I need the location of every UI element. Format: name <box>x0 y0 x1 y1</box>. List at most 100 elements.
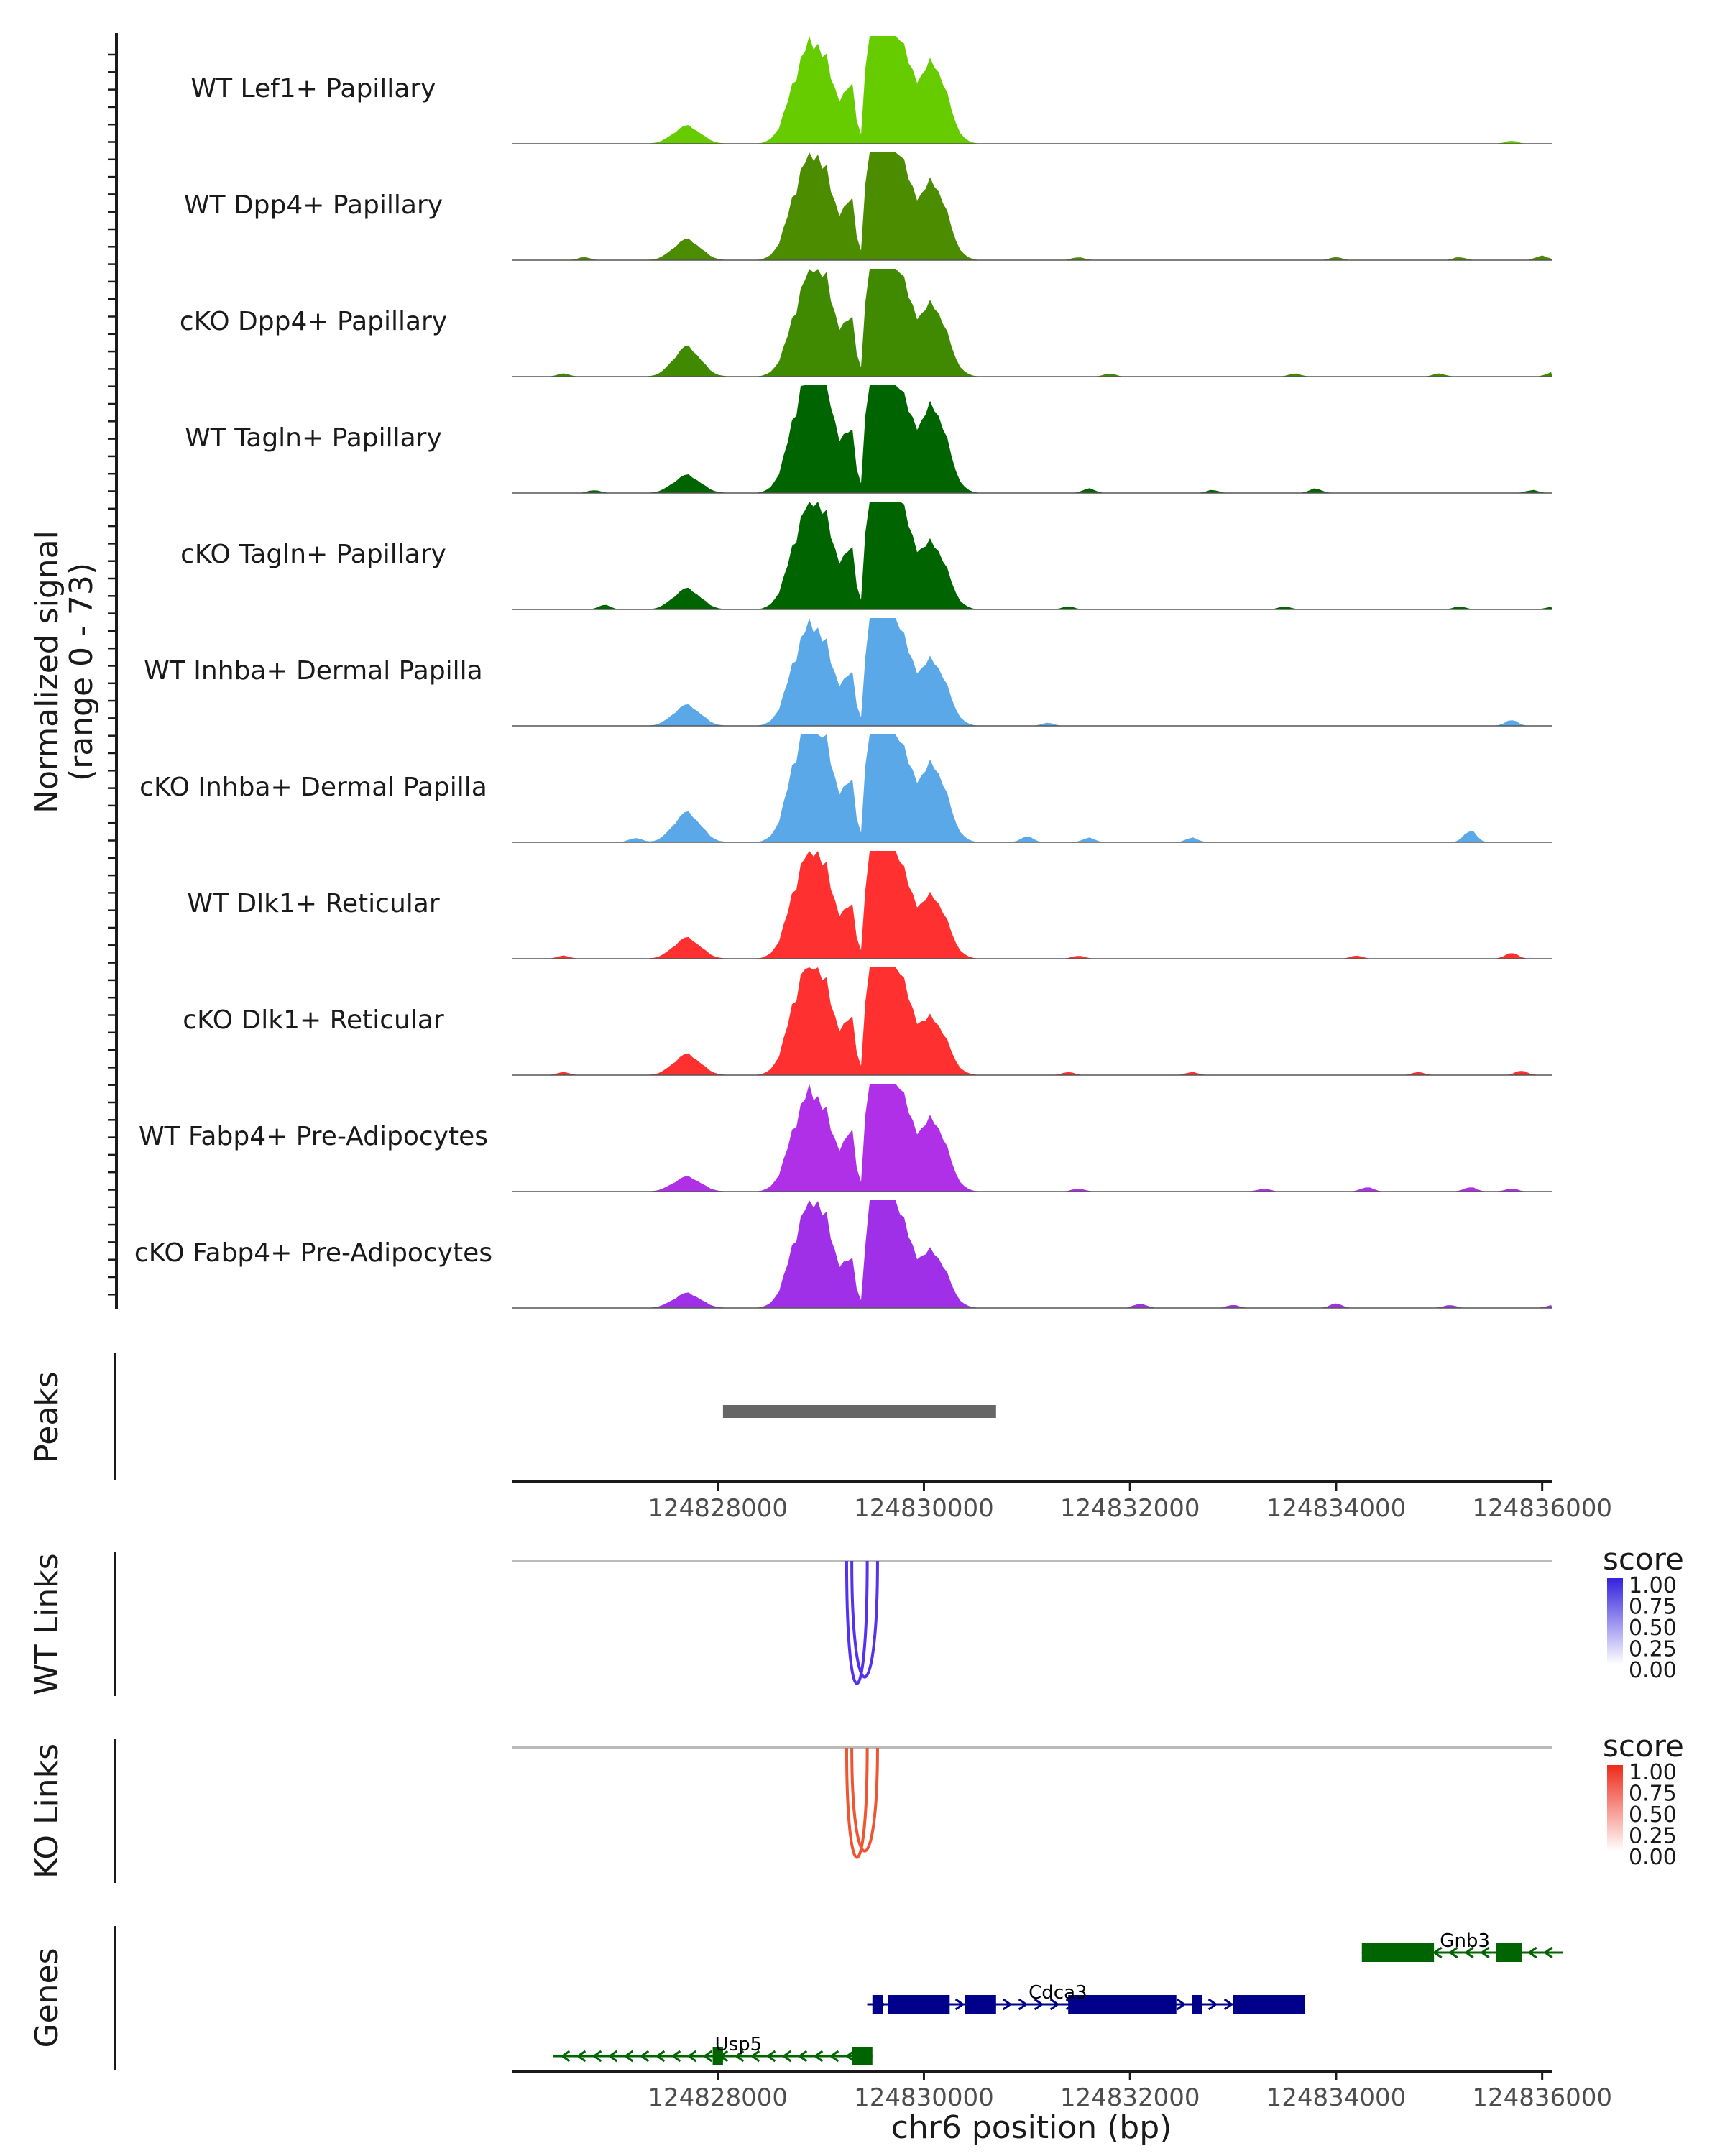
gene-strand-arrow <box>1049 1998 1060 2011</box>
peak-ranges <box>722 1405 996 1418</box>
x-axis-tick-label: 124834000 <box>1266 1494 1407 1523</box>
coverage-track: cKO Dpp4+ Papillary <box>180 269 1552 377</box>
coverage-track-label: cKO Dpp4+ Papillary <box>180 307 447 336</box>
gene-strand-arrow <box>1464 1946 1474 1959</box>
legend-tick-label: 0.50 <box>1629 1802 1677 1828</box>
gene-strand-arrow <box>1002 1998 1013 2011</box>
gene-strand-arrow <box>592 2050 602 2063</box>
links-track-label: KO Links <box>29 1743 65 1879</box>
gene-strand-arrow <box>813 2050 824 2063</box>
gene-exon <box>872 1995 883 2014</box>
gene-model: Gnb3 <box>1361 1930 1563 1962</box>
gene-model: Cdca3 <box>867 1982 1305 2014</box>
coverage-y-axis <box>108 33 118 1309</box>
coverage-area <box>512 734 1552 842</box>
coverage-area <box>512 967 1552 1075</box>
coverage-track-label: WT Lef1+ Papillary <box>191 74 436 103</box>
gene-strand-arrow <box>1480 1946 1490 1959</box>
gene-strand-arrow <box>607 2050 618 2063</box>
legend-tick-label: 0.25 <box>1629 1824 1677 1849</box>
x-axis-tick-label: 124830000 <box>854 1494 994 1523</box>
coverage-track: WT Inhba+ Dermal Papilla <box>144 618 1552 727</box>
gene-strand-arrow <box>734 2050 745 2063</box>
gene-strand-arrow <box>686 2050 697 2063</box>
gene-strand-arrow <box>560 2050 571 2063</box>
gene-strand-arrow <box>845 2050 855 2063</box>
gene-strand-arrow <box>1432 1946 1443 1959</box>
gene-exon <box>712 2047 723 2065</box>
coverage-area <box>512 1084 1552 1192</box>
x-axis-peaks: 124828000 124830000 124832000 124834000 1248… <box>512 1480 1612 1523</box>
x-axis-tick-label: 124832000 <box>1060 2083 1200 2112</box>
coverage-track-label: cKO Dlk1+ Reticular <box>183 1005 444 1035</box>
coverage-track-label: WT Dlk1+ Reticular <box>187 889 439 918</box>
coverage-track: WT Tagln+ Papillary <box>185 385 1552 494</box>
gene-name-label: Cdca3 <box>1029 1982 1087 2004</box>
gene-exon <box>1068 1995 1177 2014</box>
peaks-track-label: Peaks <box>29 1371 65 1462</box>
coverage-track: WT Dpp4+ Papillary <box>184 152 1552 261</box>
gene-strand-arrow <box>750 2050 760 2063</box>
gene-exon <box>1192 1995 1202 2014</box>
coverage-track-label: cKO Inhba+ Dermal Papilla <box>139 773 487 802</box>
gene-exon <box>852 2047 873 2065</box>
x-axis-tick-label: 124828000 <box>648 1494 788 1523</box>
links-track-label: WT Links <box>29 1553 65 1695</box>
coverage-track-label: WT Fabp4+ Pre-Adipocytes <box>139 1122 488 1151</box>
legend-title: score <box>1603 1728 1684 1764</box>
peak-range-bar <box>722 1405 996 1418</box>
coverage-area <box>512 1200 1552 1308</box>
gene-name-label: Usp5 <box>715 2034 763 2055</box>
gene-strand-arrow <box>1223 1998 1234 2011</box>
gene-models: Gnb3 Cdca3 Usp5 <box>553 1930 1563 2065</box>
coverage-track: WT Fabp4+ Pre-Adipocytes <box>139 1084 1552 1192</box>
genes-track-label: Genes <box>29 1948 65 2047</box>
gene-strand-arrow <box>765 2050 776 2063</box>
gene-strand-arrow <box>702 2050 713 2063</box>
peaks-panel: Peaks 124828000 124830000 124832000 1248340… <box>29 1353 1612 1523</box>
gene-name-label: Gnb3 <box>1440 1930 1490 1952</box>
y-axis-title: Normalized signal (range 0 - 73) <box>29 530 100 814</box>
gene-exon <box>1233 1995 1305 2014</box>
coverage-track-label: cKO Fabp4+ Pre-Adipocytes <box>134 1238 492 1268</box>
coverage-track-label: cKO Tagln+ Papillary <box>180 540 446 569</box>
gene-strand-arrow <box>639 2050 650 2063</box>
gene-strand-arrow <box>1034 1998 1044 2011</box>
coverage-track: WT Lef1+ Papillary <box>191 36 1552 144</box>
coverage-area <box>512 618 1552 726</box>
gene-strand-arrow <box>954 1998 965 2011</box>
gene-strand-arrow <box>1448 1946 1458 1959</box>
coverage-track-label: WT Dpp4+ Papillary <box>184 190 443 220</box>
coverage-track-label: WT Inhba+ Dermal Papilla <box>144 656 482 686</box>
x-axis-tick-label: 124828000 <box>648 2083 788 2112</box>
coverage-track: WT Dlk1+ Reticular <box>187 851 1552 959</box>
gene-strand-arrow <box>829 2050 840 2063</box>
coverage-track: cKO Tagln+ Papillary <box>180 502 1552 610</box>
gene-strand-arrow <box>671 2050 681 2063</box>
gene-strand-arrow <box>623 2050 634 2063</box>
x-axis-title: chr6 position (bp) <box>891 2109 1172 2146</box>
gene-strand-arrow <box>1527 1946 1537 1959</box>
genes-panel: Genes Gnb3 Cdca3 Usp5 124828000 124830000 12… <box>29 1926 1612 2146</box>
legend-tick-label: 0.50 <box>1629 1616 1677 1641</box>
gene-model: Usp5 <box>553 2034 873 2065</box>
coverage-tracks: WT Lef1+ Papillary WT Dpp4+ Papillary cKO … <box>134 36 1552 1309</box>
legend-colorbar <box>1607 1765 1623 1851</box>
legend-tick-label: 0.00 <box>1629 1845 1677 1870</box>
coverage-area <box>512 385 1552 493</box>
legend-tick-label: 1.00 <box>1629 1573 1677 1598</box>
coverage-track: cKO Dlk1+ Reticular <box>183 967 1552 1076</box>
legend-tick-label: 0.75 <box>1629 1595 1677 1620</box>
legend-tick-label: 0.25 <box>1629 1637 1677 1662</box>
gene-strand-arrow <box>781 2050 792 2063</box>
link-arc <box>845 1560 869 1685</box>
gene-exon <box>1361 1943 1435 1962</box>
legend-tick-label: 0.75 <box>1629 1782 1677 1807</box>
gene-strand-arrow <box>655 2050 666 2063</box>
x-axis-genes: 124828000 124830000 124832000 124834000 1248… <box>512 2070 1612 2112</box>
y-axis-title-line2: (range 0 - 73) <box>63 563 100 781</box>
y-axis-title-line1: Normalized signal <box>29 530 65 814</box>
